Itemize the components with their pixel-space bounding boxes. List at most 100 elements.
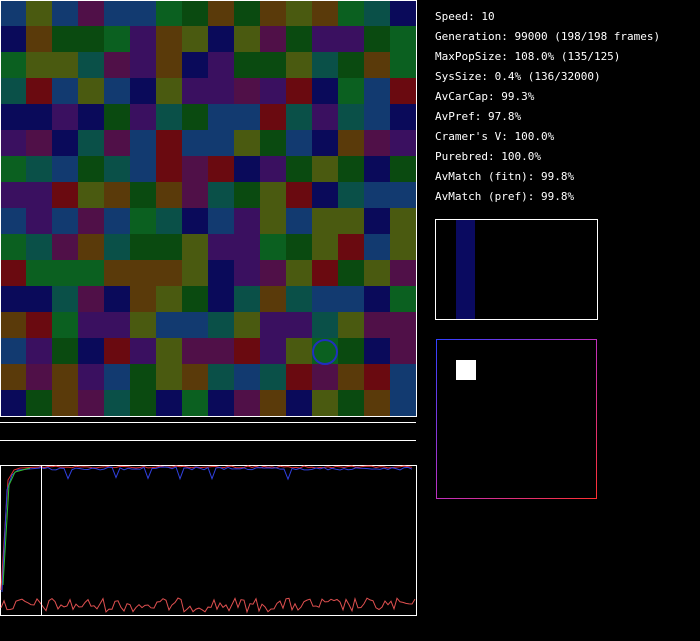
grid-cell — [260, 260, 286, 286]
grid-cell — [78, 390, 104, 416]
histogram-bar — [456, 220, 475, 319]
grid-cell — [390, 52, 416, 78]
grid-cell — [104, 234, 130, 260]
grid-cell — [390, 26, 416, 52]
grid-cell — [260, 208, 286, 234]
plot-line — [0, 465, 413, 591]
grid-cell — [208, 390, 234, 416]
grid-cell — [234, 208, 260, 234]
grid-cell — [52, 338, 78, 364]
grid-cell — [182, 338, 208, 364]
grid-cell — [312, 78, 338, 104]
stat-line: SysSize: 0.4% (136/32000) — [435, 70, 601, 83]
grid-cell — [182, 104, 208, 130]
grid-cell — [130, 260, 156, 286]
grid-cell — [52, 208, 78, 234]
grid-cell — [52, 234, 78, 260]
grid-cell — [338, 286, 364, 312]
grid-cell — [312, 156, 338, 182]
grid-cell — [26, 234, 52, 260]
grid-cell — [156, 208, 182, 234]
grid-cell — [78, 260, 104, 286]
grid-cell — [234, 364, 260, 390]
grid-cell — [390, 286, 416, 312]
grid-cell — [390, 364, 416, 390]
grid-cell — [104, 364, 130, 390]
history-plot — [0, 465, 417, 616]
grid-cell — [208, 182, 234, 208]
grid-cell — [234, 26, 260, 52]
grid-cell — [182, 364, 208, 390]
grid-cell — [234, 182, 260, 208]
grid-cell — [0, 390, 26, 416]
grid-cell — [156, 104, 182, 130]
grid-cell — [208, 234, 234, 260]
grid-cell — [312, 364, 338, 390]
grid-cell — [286, 104, 312, 130]
grid-cell — [364, 52, 390, 78]
grid-cell — [104, 156, 130, 182]
grid-cell — [0, 104, 26, 130]
grid-cell — [104, 312, 130, 338]
grid-cell — [156, 312, 182, 338]
grid-cell — [364, 182, 390, 208]
grid-cell — [338, 338, 364, 364]
grid-cell — [312, 26, 338, 52]
grid-cell — [52, 260, 78, 286]
grid-cell — [26, 182, 52, 208]
grid-cell — [0, 338, 26, 364]
stats-panel: Speed: 10 Generation: 99000 (198/198 fram… — [435, 10, 660, 203]
grid-cell — [0, 286, 26, 312]
grid-cell — [182, 156, 208, 182]
stat-line: Generation: 99000 (198/198 frames) — [435, 30, 660, 43]
grid-cell — [52, 26, 78, 52]
grid-cell — [156, 156, 182, 182]
grid-cell — [104, 78, 130, 104]
grid-cell — [260, 364, 286, 390]
grid-cell — [208, 312, 234, 338]
grid-cell — [52, 130, 78, 156]
grid-cell — [338, 390, 364, 416]
grid-cell — [312, 234, 338, 260]
grid-cell — [26, 78, 52, 104]
grid-cell — [260, 312, 286, 338]
grid-cell — [0, 52, 26, 78]
grid-cell — [390, 78, 416, 104]
grid-cell — [338, 104, 364, 130]
grid-cell — [0, 234, 26, 260]
grid-cell — [130, 156, 156, 182]
grid-cell — [26, 26, 52, 52]
grid-cell — [234, 312, 260, 338]
grid-cell — [130, 312, 156, 338]
grid-cell — [286, 26, 312, 52]
grid-cell — [130, 208, 156, 234]
grid-cell — [338, 234, 364, 260]
grid-cell — [78, 130, 104, 156]
grid-cell — [286, 182, 312, 208]
grid-cell — [208, 260, 234, 286]
grid-cell — [78, 364, 104, 390]
grid-cell — [104, 338, 130, 364]
stat-line: AvCarCap: 99.3% — [435, 90, 535, 103]
grid-cell — [130, 26, 156, 52]
grid-cell — [0, 26, 26, 52]
grid-cell — [208, 104, 234, 130]
grid-cell — [364, 78, 390, 104]
grid-cell — [130, 364, 156, 390]
grid-cell — [26, 52, 52, 78]
grid-cell — [130, 104, 156, 130]
grid-cell — [52, 182, 78, 208]
grid-cell — [78, 156, 104, 182]
grid-cell — [338, 26, 364, 52]
grid-cell — [312, 390, 338, 416]
grid-cell — [26, 364, 52, 390]
grid-cell — [390, 260, 416, 286]
grid-cell — [182, 286, 208, 312]
grid-cell — [26, 312, 52, 338]
grid-cell — [364, 338, 390, 364]
scatter-box — [436, 339, 597, 499]
grid-cell — [234, 338, 260, 364]
grid-cell — [364, 286, 390, 312]
grid-cell — [312, 130, 338, 156]
